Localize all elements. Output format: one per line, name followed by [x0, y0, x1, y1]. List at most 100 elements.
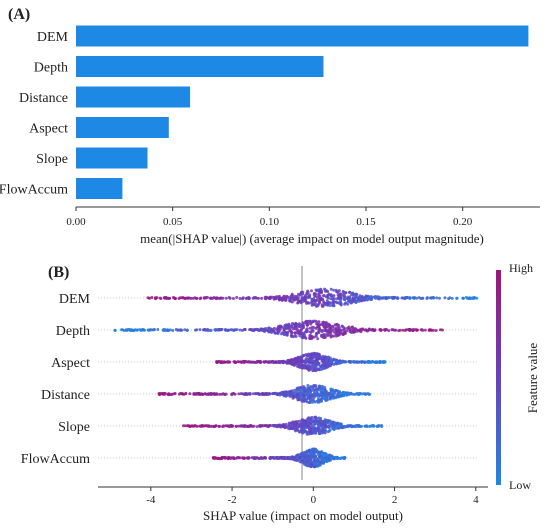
category-label-aspect: Aspect — [29, 122, 68, 137]
shap-point — [327, 392, 330, 396]
shap-point — [323, 419, 327, 423]
shap-point — [325, 289, 329, 293]
shap-point — [409, 328, 413, 332]
shap-point — [229, 456, 233, 460]
shap-point — [284, 422, 288, 426]
shap-point — [217, 424, 221, 428]
shap-point — [324, 329, 328, 333]
shap-point — [314, 366, 318, 370]
shap-point — [243, 360, 247, 364]
shap-point — [315, 304, 319, 308]
shap-point — [283, 456, 287, 460]
shap-point — [419, 328, 423, 332]
shap-point — [299, 355, 303, 359]
shap-point — [323, 303, 327, 307]
shap-point — [148, 296, 151, 300]
shap-point — [298, 323, 302, 327]
shap-point — [307, 396, 311, 400]
shap-point — [297, 331, 301, 335]
shap-point — [372, 424, 376, 428]
shap-point — [317, 426, 321, 430]
shap-point — [275, 424, 279, 428]
shap-point — [303, 365, 307, 369]
bar-dem — [76, 25, 529, 47]
shap-point — [331, 394, 335, 397]
shap-point — [298, 430, 301, 434]
shap-point — [306, 322, 310, 325]
shap-point — [336, 389, 340, 393]
shap-point — [148, 328, 152, 332]
shap-point — [300, 418, 304, 422]
shap-point — [373, 328, 377, 332]
shap-point — [405, 296, 409, 300]
shap-point — [329, 387, 333, 391]
shap-point — [302, 460, 305, 464]
shap-point — [195, 392, 199, 396]
shap-point — [302, 353, 306, 357]
shap-point — [367, 392, 371, 396]
shap-point — [318, 298, 322, 302]
panel-a-label: (A) — [8, 6, 30, 23]
shap-point — [328, 458, 332, 462]
shap-point — [304, 397, 308, 401]
shap-point — [188, 392, 192, 396]
shap-point — [294, 356, 298, 360]
shap-point — [326, 419, 330, 422]
shap-point — [328, 396, 332, 399]
bar-slope — [76, 147, 148, 169]
shap-point — [129, 328, 133, 332]
shap-point — [310, 463, 314, 466]
shap-point — [347, 290, 351, 294]
shap-point — [290, 426, 294, 430]
category-label-depth: Depth — [34, 61, 68, 76]
shap-point — [289, 421, 293, 425]
shap-point — [313, 360, 317, 364]
shap-point — [348, 360, 351, 364]
shap-point — [257, 296, 260, 300]
shap-point — [318, 392, 322, 396]
shap-point — [372, 295, 376, 299]
shap-point — [320, 303, 324, 307]
shap-point — [321, 396, 325, 400]
shap-point — [397, 329, 401, 333]
shap-point — [315, 389, 319, 393]
shap-point — [295, 426, 299, 430]
shap-point — [336, 331, 339, 335]
shap-point — [364, 392, 367, 396]
shap-point — [340, 394, 344, 398]
shap-point — [308, 295, 312, 299]
shap-point — [195, 296, 199, 300]
shap-point — [334, 300, 338, 304]
shap-point — [222, 424, 226, 428]
shap-point — [475, 296, 479, 300]
shap-point — [346, 326, 350, 330]
shap-point — [464, 295, 468, 299]
shap-point — [241, 424, 245, 428]
shap-point — [336, 392, 340, 396]
shap-point — [247, 425, 251, 428]
colorbar-title: Feature value — [525, 343, 540, 414]
shap-point — [315, 421, 319, 425]
shap-point — [181, 296, 185, 300]
shap-point — [297, 394, 301, 398]
shap-point — [158, 393, 162, 397]
shap-point — [172, 296, 175, 299]
shap-point — [234, 424, 238, 428]
shap-point — [308, 419, 312, 423]
shap-point — [253, 457, 257, 460]
shap-point — [283, 391, 287, 395]
shap-point — [315, 298, 319, 302]
shap-point — [315, 429, 319, 433]
shap-point — [274, 391, 278, 395]
colorbar: High Low Feature value — [496, 261, 540, 492]
shap-point — [354, 292, 358, 296]
shap-point — [256, 391, 260, 395]
shap-point — [314, 448, 318, 452]
shap-point — [297, 419, 301, 423]
shap-point — [288, 329, 292, 333]
shap-point — [364, 424, 368, 428]
shap-point — [289, 424, 293, 427]
shap-point — [286, 296, 290, 299]
shap-point — [350, 300, 354, 304]
shap-point — [443, 296, 447, 300]
